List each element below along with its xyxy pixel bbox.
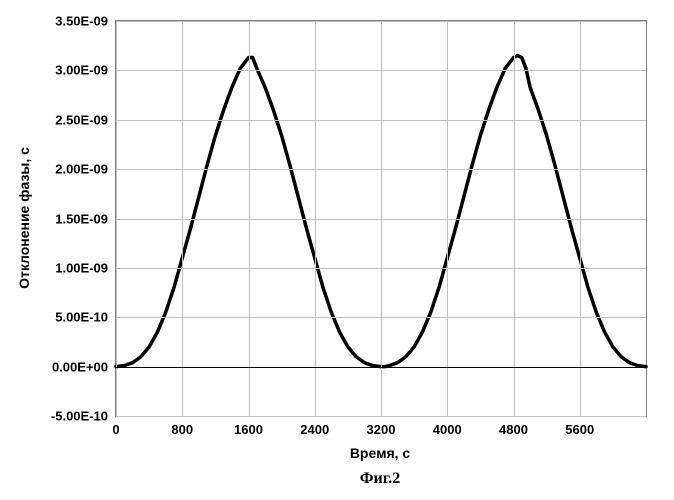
y-tick-label: 1.00E-09 — [55, 260, 116, 275]
y-tick-label: 3.50E-09 — [55, 14, 116, 29]
figure-caption: Фиг.2 — [360, 470, 400, 488]
plot-area: -5.00E-100.00E+005.00E-101.00E-091.50E-0… — [115, 20, 647, 417]
y-tick-label: 0.00E+00 — [52, 359, 116, 374]
y-tick-label: 5.00E-10 — [55, 310, 116, 325]
x-tick-label: 800 — [171, 416, 193, 437]
grid-line-vertical — [315, 21, 316, 416]
grid-line-vertical — [514, 21, 515, 416]
x-tick-label: 4800 — [499, 416, 528, 437]
x-tick-label: 3200 — [367, 416, 396, 437]
y-tick-label: 2.00E-09 — [55, 162, 116, 177]
zero-line — [116, 367, 646, 368]
grid-line-vertical — [447, 21, 448, 416]
grid-line-vertical — [182, 21, 183, 416]
grid-line-vertical — [580, 21, 581, 416]
y-tick-label: 2.50E-09 — [55, 112, 116, 127]
y-tick-label: -5.00E-10 — [51, 409, 116, 424]
grid-line-vertical — [116, 21, 117, 416]
x-axis-label: Время, с — [350, 445, 410, 461]
x-tick-label: 4000 — [433, 416, 462, 437]
x-tick-label: 0 — [112, 416, 119, 437]
grid-line-vertical — [381, 21, 382, 416]
y-axis-label: Отклонение фазы, с — [16, 147, 32, 289]
x-tick-label: 2400 — [300, 416, 329, 437]
x-tick-label: 5600 — [565, 416, 594, 437]
x-tick-label: 1600 — [234, 416, 263, 437]
figure-container: -5.00E-10 0.00E+00 5.00E-10 1.00E-09 1.50E-0… — [0, 0, 674, 500]
y-tick-label: 1.50E-09 — [55, 211, 116, 226]
y-tick-label: 3.00E-09 — [55, 63, 116, 78]
grid-line-vertical — [249, 21, 250, 416]
